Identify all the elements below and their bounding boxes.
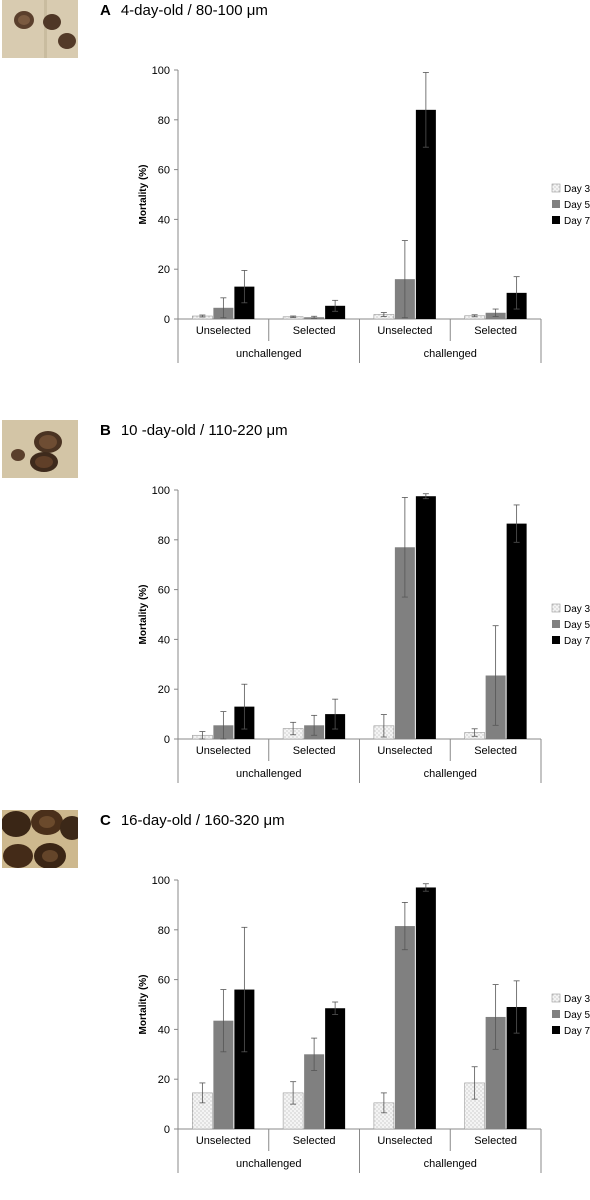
legend-label: Day 7 [564, 636, 590, 647]
y-tick-label: 20 [158, 264, 170, 276]
larvae-photo-a [2, 0, 78, 58]
group-label: unchallenged [236, 348, 301, 360]
chart-panel-a: A 4-day-old / 80-100 μm 0 20 40 60 80 100 Morta… [0, 0, 590, 390]
bar [325, 305, 346, 319]
legend-label: Day 3 [564, 994, 590, 1005]
chart-title: 4-day-old / 80-100 μm [120, 2, 268, 19]
group-label: challenged [424, 348, 477, 360]
y-tick-label: 20 [158, 1074, 170, 1086]
bar [304, 1054, 325, 1129]
larvae-photo-b [2, 420, 78, 478]
legend-swatch [551, 183, 561, 193]
y-tick-label: 0 [164, 734, 170, 746]
legend-label: Day 7 [564, 1026, 590, 1037]
bar [415, 109, 436, 319]
x-tick-label: Selected [293, 325, 336, 337]
y-tick-label: 60 [158, 975, 170, 987]
x-tick-label: Unselected [196, 745, 251, 757]
y-tick-label: 40 [158, 214, 170, 226]
bar [213, 1020, 234, 1129]
bar [415, 496, 436, 739]
larvae-photo-c [2, 810, 78, 868]
group-label: unchallenged [236, 1158, 301, 1170]
y-axis-label: Mortality (%) [138, 975, 149, 1035]
bar [234, 989, 255, 1129]
y-tick-label: 20 [158, 684, 170, 696]
x-tick-label: Selected [474, 325, 517, 337]
chart-panel-b: B 10 -day-old / 110-220 μm 0 20 40 60 80 100 Mo… [0, 420, 590, 810]
y-tick-label: 100 [152, 875, 170, 887]
x-tick-label: Selected [293, 745, 336, 757]
y-tick-label: 100 [152, 485, 170, 497]
x-tick-label: Unselected [196, 325, 251, 337]
legend-swatch [551, 993, 561, 1003]
panel-title-c: C 16-day-old / 160-320 μm [100, 812, 285, 829]
y-axis-label: Mortality (%) [138, 585, 149, 645]
legend-swatch [552, 1026, 560, 1034]
y-tick-label: 80 [158, 115, 170, 127]
x-tick-label: Selected [474, 1135, 517, 1147]
legend-label: Day 5 [564, 1010, 590, 1021]
bar-chart-c: 0 20 40 60 80 100 Mortality (%) Unselected Selec… [138, 875, 590, 1173]
panel-letter: B [100, 422, 111, 439]
legend-label: Day 7 [564, 216, 590, 227]
x-tick-label: Unselected [377, 745, 432, 757]
legend-label: Day 5 [564, 620, 590, 631]
panel-letter: A [100, 2, 111, 19]
x-tick-label: Selected [293, 1135, 336, 1147]
group-label: challenged [424, 1158, 477, 1170]
y-axis-label: Mortality (%) [138, 165, 149, 225]
x-tick-label: Selected [474, 745, 517, 757]
y-tick-label: 60 [158, 165, 170, 177]
bar [415, 887, 436, 1129]
y-tick-label: 80 [158, 925, 170, 937]
legend-swatch [552, 620, 560, 628]
bar [394, 547, 415, 739]
y-tick-label: 0 [164, 314, 170, 326]
panel-title-b: B 10 -day-old / 110-220 μm [100, 422, 288, 439]
group-label: challenged [424, 768, 477, 780]
panel-title-a: A 4-day-old / 80-100 μm [100, 2, 268, 19]
y-tick-label: 40 [158, 634, 170, 646]
legend-swatch [552, 636, 560, 644]
legend-swatch [551, 603, 561, 613]
y-tick-label: 80 [158, 535, 170, 547]
legend-label: Day 3 [564, 604, 590, 615]
y-tick-label: 100 [152, 65, 170, 77]
legend-swatch [552, 1010, 560, 1018]
chart-title: 10 -day-old / 110-220 μm [120, 422, 288, 439]
y-tick-label: 0 [164, 1124, 170, 1136]
bar [506, 523, 527, 739]
x-tick-label: Unselected [377, 325, 432, 337]
bar [506, 1006, 527, 1129]
y-tick-label: 40 [158, 1024, 170, 1036]
x-tick-label: Unselected [196, 1135, 251, 1147]
legend-label: Day 5 [564, 200, 590, 211]
bar-chart-a: 0 20 40 60 80 100 Mortality (%) Unselected Selec… [138, 65, 590, 363]
bar-chart-b: 0 20 40 60 80 100 Mortality (%) Unselected Selec… [138, 485, 590, 783]
x-tick-label: Unselected [377, 1135, 432, 1147]
group-label: unchallenged [236, 768, 301, 780]
y-tick-label: 60 [158, 585, 170, 597]
legend-swatch [552, 200, 560, 208]
chart-panel-c: C 16-day-old / 160-320 μm 0 20 40 60 80 100 Mor… [0, 810, 590, 1200]
bar [394, 926, 415, 1129]
chart-title: 16-day-old / 160-320 μm [120, 812, 285, 829]
legend-swatch [552, 216, 560, 224]
legend-label: Day 3 [564, 184, 590, 195]
bar [325, 1008, 346, 1129]
panel-letter: C [100, 812, 111, 829]
bar [485, 1016, 506, 1129]
